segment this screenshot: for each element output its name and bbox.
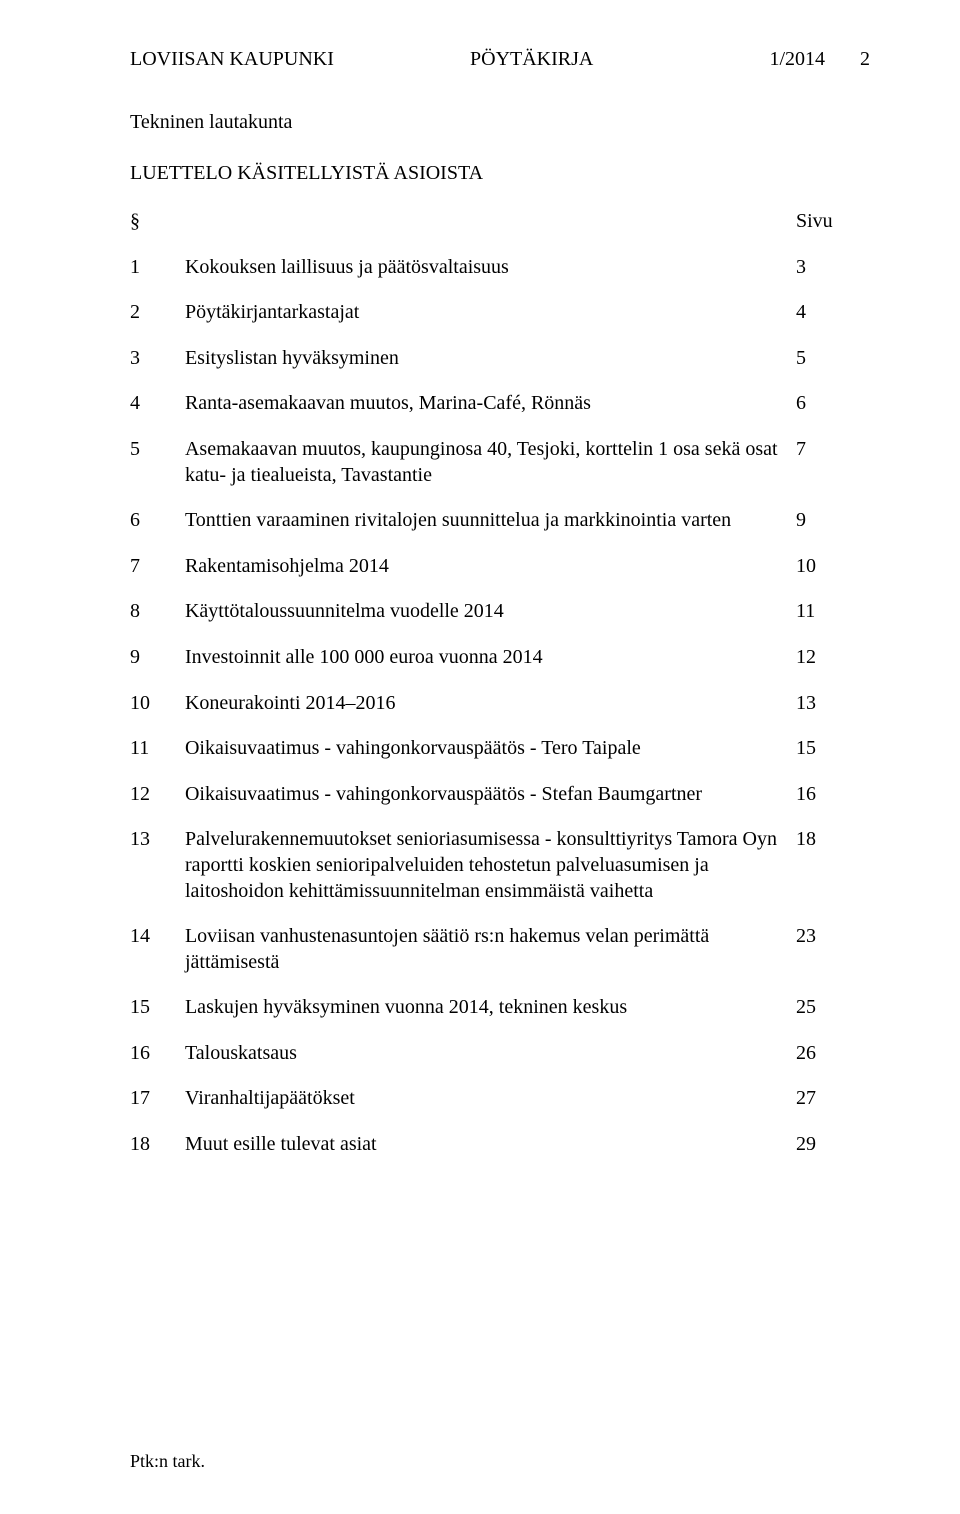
row-description: Talouskatsaus: [185, 1041, 796, 1087]
row-description: Loviisan vanhustenasuntojen säätiö rs:n …: [185, 924, 796, 995]
row-description: Asemakaavan muutos, kaupunginosa 40, Tes…: [185, 437, 796, 508]
table-row: 14Loviisan vanhustenasuntojen säätiö rs:…: [130, 924, 870, 995]
agenda-header-row: § Sivu: [130, 209, 870, 255]
header-docnum-text: 1/2014: [769, 48, 825, 70]
col-desc-blank: [185, 209, 796, 255]
row-number: 8: [130, 599, 185, 645]
row-page: 10: [796, 554, 870, 600]
table-row: 18Muut esille tulevat asiat29: [130, 1132, 870, 1178]
table-row: 3Esityslistan hyväksyminen5: [130, 346, 870, 392]
row-page: 18: [796, 827, 870, 924]
row-page: 3: [796, 255, 870, 301]
row-description: Viranhaltijapäätökset: [185, 1086, 796, 1132]
table-row: 16Talouskatsaus26: [130, 1041, 870, 1087]
table-row: 7Rakentamisohjelma 201410: [130, 554, 870, 600]
row-description: Käyttötaloussuunnitelma vuodelle 2014: [185, 599, 796, 645]
row-page: 9: [796, 508, 870, 554]
page-header: LOVIISAN KAUPUNKI PÖYTÄKIRJA 1/2014 2: [130, 48, 870, 71]
row-number: 10: [130, 691, 185, 737]
table-row: 8Käyttötaloussuunnitelma vuodelle 201411: [130, 599, 870, 645]
table-row: 11Oikaisuvaatimus - vahingonkorvauspäätö…: [130, 736, 870, 782]
header-doctype: PÖYTÄKIRJA: [470, 48, 750, 71]
table-row: 6Tonttien varaaminen rivitalojen suunnit…: [130, 508, 870, 554]
table-row: 17Viranhaltijapäätökset27: [130, 1086, 870, 1132]
row-description: Muut esille tulevat asiat: [185, 1132, 796, 1178]
header-docnum: 1/2014 2: [750, 48, 870, 71]
row-page: 7: [796, 437, 870, 508]
row-number: 6: [130, 508, 185, 554]
footer-mark: Ptk:n tark.: [130, 1451, 205, 1472]
table-row: 4Ranta-asemakaavan muutos, Marina-Café, …: [130, 391, 870, 437]
row-page: 13: [796, 691, 870, 737]
row-description: Kokouksen laillisuus ja päätösvaltaisuus: [185, 255, 796, 301]
table-row: 15Laskujen hyväksyminen vuonna 2014, tek…: [130, 995, 870, 1041]
row-number: 5: [130, 437, 185, 508]
row-description: Ranta-asemakaavan muutos, Marina-Café, R…: [185, 391, 796, 437]
row-page: 6: [796, 391, 870, 437]
row-page: 23: [796, 924, 870, 995]
row-description: Pöytäkirjantarkastajat: [185, 300, 796, 346]
row-number: 7: [130, 554, 185, 600]
page: LOVIISAN KAUPUNKI PÖYTÄKIRJA 1/2014 2 Te…: [0, 0, 960, 1514]
row-description: Esityslistan hyväksyminen: [185, 346, 796, 392]
col-page-label: Sivu: [796, 209, 870, 255]
table-row: 9Investoinnit alle 100 000 euroa vuonna …: [130, 645, 870, 691]
row-description: Oikaisuvaatimus - vahingonkorvauspäätös …: [185, 782, 796, 828]
row-number: 3: [130, 346, 185, 392]
row-page: 12: [796, 645, 870, 691]
row-number: 1: [130, 255, 185, 301]
row-number: 18: [130, 1132, 185, 1178]
row-page: 15: [796, 736, 870, 782]
row-number: 11: [130, 736, 185, 782]
row-description: Investoinnit alle 100 000 euroa vuonna 2…: [185, 645, 796, 691]
row-number: 9: [130, 645, 185, 691]
row-page: 4: [796, 300, 870, 346]
row-number: 14: [130, 924, 185, 995]
row-page: 11: [796, 599, 870, 645]
row-number: 13: [130, 827, 185, 924]
row-description: Palvelurakennemuutokset senioriasumisess…: [185, 827, 796, 924]
row-description: Koneurakointi 2014–2016: [185, 691, 796, 737]
row-page: 27: [796, 1086, 870, 1132]
col-symbol: §: [130, 209, 185, 255]
row-description: Oikaisuvaatimus - vahingonkorvauspäätös …: [185, 736, 796, 782]
row-page: 5: [796, 346, 870, 392]
table-row: 1Kokouksen laillisuus ja päätösvaltaisuu…: [130, 255, 870, 301]
list-title: LUETTELO KÄSITELLYISTÄ ASIOISTA: [130, 162, 870, 185]
row-number: 16: [130, 1041, 185, 1087]
row-page: 26: [796, 1041, 870, 1087]
row-description: Tonttien varaaminen rivitalojen suunnitt…: [185, 508, 796, 554]
row-page: 16: [796, 782, 870, 828]
agenda-table: § Sivu 1Kokouksen laillisuus ja päätösva…: [130, 209, 870, 1178]
row-number: 12: [130, 782, 185, 828]
row-number: 17: [130, 1086, 185, 1132]
table-row: 2Pöytäkirjantarkastajat4: [130, 300, 870, 346]
committee-name: Tekninen lautakunta: [130, 111, 870, 134]
row-description: Rakentamisohjelma 2014: [185, 554, 796, 600]
row-description: Laskujen hyväksyminen vuonna 2014, tekni…: [185, 995, 796, 1041]
row-number: 15: [130, 995, 185, 1041]
row-page: 29: [796, 1132, 870, 1178]
header-org: LOVIISAN KAUPUNKI: [130, 48, 470, 71]
row-page: 25: [796, 995, 870, 1041]
table-row: 5Asemakaavan muutos, kaupunginosa 40, Te…: [130, 437, 870, 508]
table-row: 12Oikaisuvaatimus - vahingonkorvauspäätö…: [130, 782, 870, 828]
row-number: 4: [130, 391, 185, 437]
table-row: 13Palvelurakennemuutokset senioriasumise…: [130, 827, 870, 924]
row-number: 2: [130, 300, 185, 346]
header-pagenum: 2: [860, 48, 870, 70]
table-row: 10Koneurakointi 2014–201613: [130, 691, 870, 737]
